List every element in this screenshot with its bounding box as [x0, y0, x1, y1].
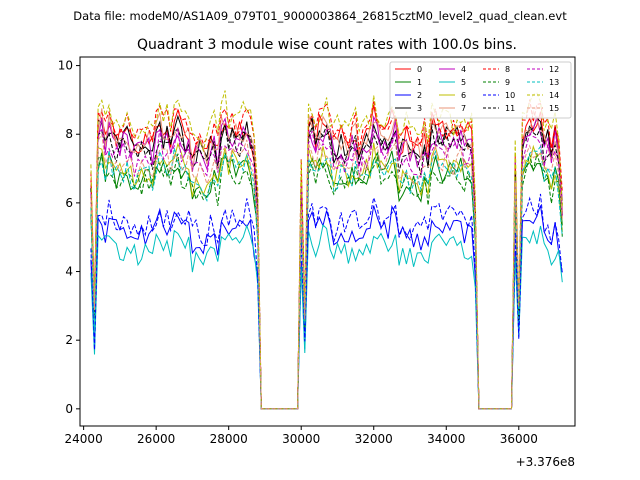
x-axis: 24000 26000 28000 30000 32000 34000 36000 — [65, 426, 538, 446]
y-tick-label: 4 — [65, 265, 73, 279]
series-line-15 — [90, 132, 563, 410]
y-tick-label: 6 — [65, 196, 73, 210]
legend-label: 11 — [505, 104, 515, 113]
x-tick-label: 26000 — [137, 432, 175, 446]
y-axis: 0 2 4 6 8 10 — [58, 59, 80, 416]
legend-label: 3 — [417, 104, 422, 113]
y-tick-label: 2 — [65, 333, 73, 347]
legend-label: 12 — [549, 65, 559, 74]
chart-title: Quadrant 3 module wise count rates with … — [137, 37, 517, 53]
legend-label: 15 — [549, 104, 559, 113]
y-tick-label: 10 — [58, 59, 73, 73]
legend-label: 6 — [461, 91, 466, 100]
suptitle: Data file: modeM0/AS1A09_079T01_90000038… — [73, 9, 567, 23]
x-tick-label: 32000 — [355, 432, 393, 446]
legend-label: 9 — [505, 78, 510, 87]
legend-label: 8 — [505, 65, 510, 74]
axes-frame — [79, 56, 576, 427]
x-offset-label: +3.376e8 — [516, 455, 575, 469]
series-line-10 — [90, 193, 563, 410]
x-tick-label: 34000 — [427, 432, 465, 446]
y-tick-label: 0 — [65, 402, 73, 416]
legend-label: 1 — [417, 78, 422, 87]
y-tick-label: 8 — [65, 127, 73, 141]
legend-label: 14 — [549, 91, 559, 100]
legend-label: 7 — [461, 104, 466, 113]
series-layer — [90, 90, 563, 410]
legend-frame — [389, 61, 572, 119]
x-tick-label: 28000 — [210, 432, 248, 446]
legend-label: 5 — [461, 78, 466, 87]
plot-area — [90, 90, 563, 410]
legend-label: 10 — [505, 91, 515, 100]
x-tick-label: 36000 — [500, 432, 538, 446]
legend-label: 4 — [461, 65, 466, 74]
legend-label: 0 — [417, 65, 422, 74]
legend-label: 2 — [417, 91, 422, 100]
x-tick-label: 30000 — [282, 432, 320, 446]
legend-label: 13 — [549, 78, 559, 87]
x-tick-label: 24000 — [65, 432, 103, 446]
